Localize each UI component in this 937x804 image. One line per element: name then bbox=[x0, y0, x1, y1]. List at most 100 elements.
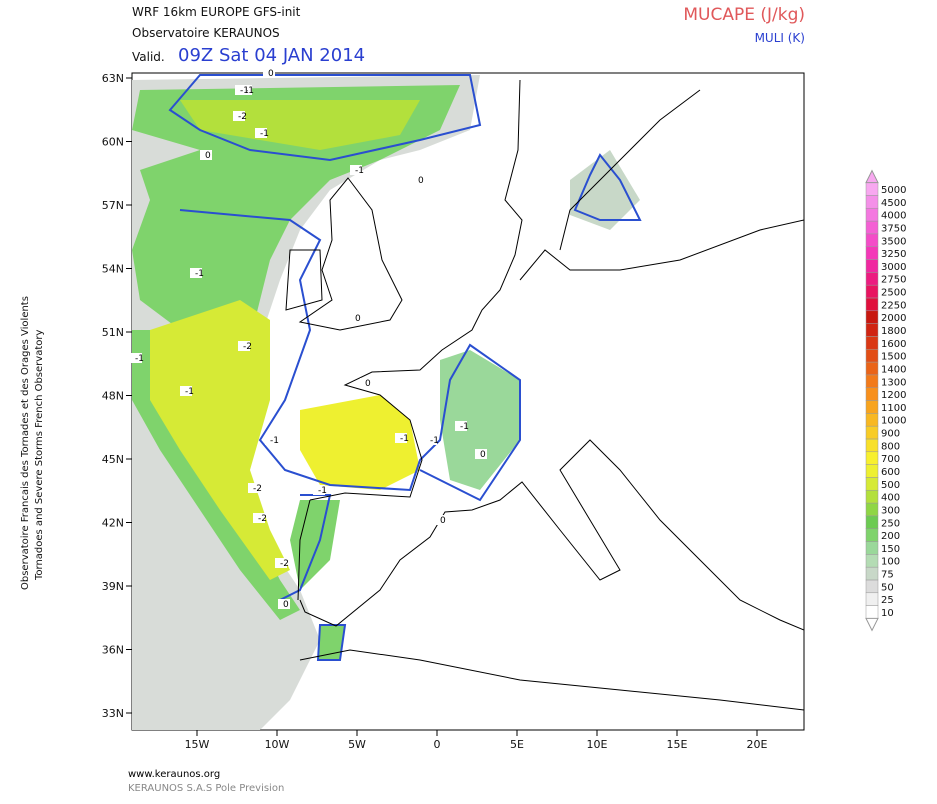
colorbar-label: 600 bbox=[881, 467, 900, 478]
colorbar-label: 3750 bbox=[881, 223, 906, 234]
colorbar-label: 3250 bbox=[881, 249, 906, 260]
lon-label: 20E bbox=[747, 738, 768, 751]
colorbar-bottom bbox=[865, 617, 879, 632]
lon-label: 10W bbox=[265, 738, 290, 751]
lon-label: 10E bbox=[587, 738, 608, 751]
colorbar-cell bbox=[865, 220, 879, 235]
colorbar-cell bbox=[865, 451, 879, 465]
colorbar-label: 1000 bbox=[881, 416, 906, 427]
contour-label: 0 bbox=[365, 379, 371, 389]
colorbar-cell bbox=[865, 400, 879, 414]
contour-label-bg bbox=[278, 599, 290, 609]
contour-label: -2 bbox=[253, 484, 262, 494]
colorbar-label: 5000 bbox=[881, 185, 906, 196]
muli-contours bbox=[168, 74, 642, 661]
colorbar-label: 2750 bbox=[881, 275, 906, 286]
colorbar-cell bbox=[865, 207, 879, 222]
contour-label-bg bbox=[350, 165, 362, 175]
contour-label-bg bbox=[263, 68, 275, 78]
field-yellow-2 bbox=[300, 395, 420, 490]
contour-label-bg bbox=[413, 175, 425, 185]
contour-label-bg bbox=[235, 85, 247, 95]
field-gray bbox=[570, 150, 640, 230]
contour-label-bg bbox=[190, 268, 202, 278]
colorbar-cell bbox=[865, 489, 879, 504]
contour-label: -2 bbox=[238, 112, 247, 122]
colorbar-label: 800 bbox=[881, 441, 900, 452]
lat-label: 63N bbox=[102, 72, 124, 85]
colorbar-cell bbox=[865, 425, 879, 440]
contour-title: MULI (K) bbox=[755, 31, 805, 45]
contour-label-bg bbox=[255, 128, 267, 138]
footer-company: KERAUNOS S.A.S Pole Prevision bbox=[128, 783, 284, 794]
colorbar-cell bbox=[865, 310, 879, 324]
field-title: MUCAPE (J/kg) bbox=[683, 5, 805, 25]
colorbar-cell bbox=[865, 348, 879, 363]
contour-label-bg bbox=[395, 433, 407, 443]
colorbar-label: 150 bbox=[881, 544, 900, 555]
colorbar-cell bbox=[865, 284, 879, 299]
contour-label: 0 bbox=[283, 600, 289, 610]
colorbar-label: 100 bbox=[881, 557, 900, 568]
side-text-fr: Observatoire Francais des Tornades et de… bbox=[20, 296, 31, 590]
lat-label: 54N bbox=[102, 263, 124, 276]
contour-labels: -1-2-100-1-1-1-2-1 -1-1-2 -1-1-2000-1000-1… bbox=[130, 68, 487, 610]
colorbar-label: 700 bbox=[881, 454, 900, 465]
contour-label-bg bbox=[265, 435, 277, 445]
contour-label: 0 bbox=[480, 450, 486, 460]
colorbar-label: 1100 bbox=[881, 403, 906, 414]
contour-label-bg bbox=[233, 111, 245, 121]
colorbar-label: 300 bbox=[881, 505, 900, 516]
lat-label: 39N bbox=[102, 580, 124, 593]
contour-label-bg bbox=[313, 485, 325, 495]
map: -1-2-100-1-1-1-2-1 -1-1-2 -1-1-2000-1000-1… bbox=[102, 68, 805, 751]
colorbar-cell bbox=[865, 336, 879, 350]
contour-label: -1 bbox=[460, 422, 469, 432]
colorbar-cell bbox=[865, 297, 879, 312]
lon-label: 15E bbox=[667, 738, 688, 751]
contour-label: 0 bbox=[268, 69, 274, 79]
contour-label: -1 bbox=[430, 436, 439, 446]
contour-label-bg bbox=[248, 483, 260, 493]
colorbar-label: 50 bbox=[881, 582, 894, 593]
org-title: Observatoire KERAUNOS bbox=[132, 26, 280, 40]
colorbar-label: 2500 bbox=[881, 288, 906, 299]
colorbar-label: 3000 bbox=[881, 262, 906, 273]
field-green-3 bbox=[290, 500, 340, 590]
contour-label-bg bbox=[350, 313, 362, 323]
lat-label: 36N bbox=[102, 644, 124, 657]
contour-label-bg bbox=[200, 150, 212, 160]
contour-label: -1 bbox=[260, 129, 269, 139]
contour-label-bg bbox=[475, 449, 487, 459]
colorbar-label: 75 bbox=[881, 570, 894, 581]
contour-label: -1 bbox=[318, 486, 327, 496]
valid-prefix: Valid. bbox=[132, 50, 165, 64]
colorbar-label: 1500 bbox=[881, 352, 906, 363]
lon-label: 5W bbox=[348, 738, 366, 751]
colorbar-cell bbox=[865, 477, 879, 491]
colorbar-cell bbox=[865, 233, 879, 247]
colorbar-cell bbox=[865, 502, 879, 517]
colorbar-cell bbox=[865, 438, 879, 453]
contour-label: -1 bbox=[355, 166, 364, 176]
colorbar-label: 1200 bbox=[881, 390, 906, 401]
contour-label-bg bbox=[435, 515, 447, 525]
contour-label-bg bbox=[425, 435, 437, 445]
lat-label: 33N bbox=[102, 707, 124, 720]
side-text-en: Tornadoes and Severe Storms French Obser… bbox=[34, 330, 45, 581]
contour-label: -1 bbox=[185, 387, 194, 397]
colorbar-label: 1400 bbox=[881, 364, 906, 375]
contour-label-bg bbox=[455, 421, 467, 431]
colorbar-cell bbox=[865, 528, 879, 542]
colorbar-cell bbox=[865, 592, 879, 606]
colorbar-label: 4000 bbox=[881, 211, 906, 222]
contour-label-bg bbox=[360, 378, 372, 388]
field-green-4 bbox=[318, 625, 345, 660]
colorbar-cell bbox=[865, 541, 879, 555]
colorbar-cell bbox=[865, 272, 879, 286]
colorbar-cell bbox=[865, 413, 879, 427]
colorbar-cell bbox=[865, 387, 879, 401]
colorbar-label: 2000 bbox=[881, 313, 906, 324]
